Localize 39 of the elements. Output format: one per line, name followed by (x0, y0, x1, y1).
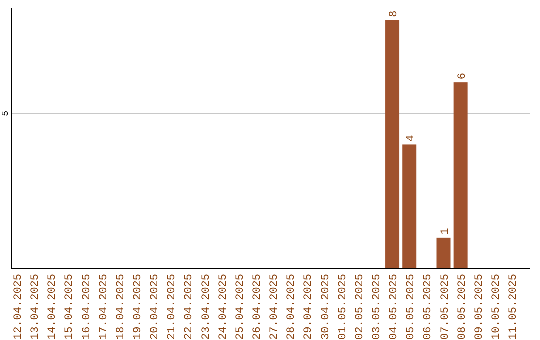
bar (386, 20, 400, 269)
x-tick-label: 19.04.2025 (132, 274, 144, 340)
x-tick-label: 22.04.2025 (184, 274, 196, 340)
bar (402, 144, 417, 269)
x-tick-label: 04.05.2025 (388, 274, 401, 340)
x-tick-label: 10.05.2025 (490, 274, 503, 340)
x-tick-label: 21.04.2025 (166, 274, 179, 340)
x-tick-label: 17.04.2025 (98, 274, 110, 340)
bar (436, 238, 451, 269)
x-tick-label: 20.04.2025 (150, 274, 162, 340)
x-tick-label: 15.04.2025 (64, 274, 76, 340)
bar (454, 82, 468, 269)
x-tick-label: 18.04.2025 (115, 274, 128, 340)
x-tick-label: 13.04.2025 (30, 274, 42, 340)
y-tick-label: 5 (1, 110, 11, 116)
x-tick-label: 26.04.2025 (252, 274, 264, 340)
x-tick-label: 12.04.2025 (13, 274, 25, 340)
x-tick-label: 25.04.2025 (234, 274, 247, 340)
x-tick-label: 06.05.2025 (422, 274, 435, 340)
data-label: 6 (456, 72, 469, 80)
x-tick-label: 29.04.2025 (303, 274, 316, 340)
x-tick-label: 01.05.2025 (337, 274, 350, 340)
x-tick-label: 08.05.2025 (456, 274, 469, 340)
data-label: 4 (406, 134, 418, 142)
x-tick-label: 23.04.2025 (200, 274, 213, 340)
x-tick-label: 03.05.2025 (371, 274, 384, 340)
x-tick-label: 24.04.2025 (218, 274, 230, 340)
data-label: 1 (440, 228, 452, 235)
x-tick-label: 07.05.2025 (440, 274, 452, 340)
x-tick-label: 28.04.2025 (286, 274, 298, 340)
x-tick-label: 11.05.2025 (508, 274, 520, 340)
x-tick-label: 05.05.2025 (406, 274, 418, 340)
data-label: 8 (388, 10, 401, 18)
x-tick-label: 02.05.2025 (354, 274, 366, 340)
x-tick-label: 30.04.2025 (320, 274, 332, 340)
x-tick-label: 09.05.2025 (474, 274, 486, 340)
x-tick-label: 27.04.2025 (269, 274, 282, 340)
x-tick-label: 16.04.2025 (81, 274, 94, 340)
x-tick-label: 14.04.2025 (47, 274, 60, 340)
